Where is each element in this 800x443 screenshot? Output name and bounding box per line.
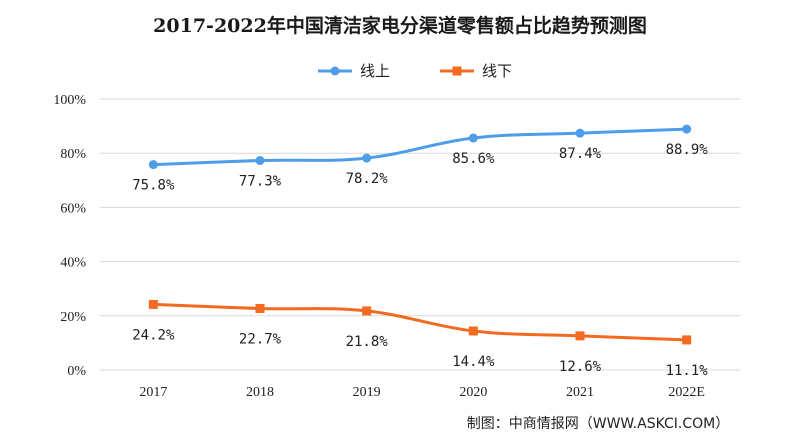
x-tick-label: 2017: [139, 385, 167, 400]
legend: 线上 线下: [318, 62, 512, 80]
data-labels: 75.8% 77.3% 78.2% 85.6% 87.4% 88.9% 24.2% 22.7%…: [132, 142, 708, 379]
x-tick-label: 2020: [459, 385, 487, 400]
series-lines: [148, 124, 692, 345]
data-label: 22.7%: [239, 331, 282, 347]
data-label: 12.6%: [559, 359, 602, 375]
y-tick-label: 40%: [60, 256, 86, 271]
data-point: [468, 326, 478, 336]
data-point: [255, 303, 265, 313]
data-label: 75.8%: [132, 178, 175, 194]
data-point: [575, 331, 585, 341]
grid-lines: [100, 98, 740, 371]
x-tick-label: 2022E: [668, 385, 705, 400]
x-tick-label: 2018: [246, 385, 274, 400]
data-point: [362, 153, 372, 163]
data-label: 21.8%: [346, 334, 389, 350]
y-tick-label: 100%: [53, 93, 86, 108]
data-point: [682, 124, 692, 134]
data-label: 78.2%: [346, 171, 389, 187]
y-axis-ticks: 0% 20% 40% 60% 80% 100%: [53, 93, 86, 379]
legend-label: 线上: [360, 62, 390, 80]
series-line: [153, 302, 687, 342]
y-tick-label: 20%: [60, 310, 86, 325]
data-label: 24.2%: [132, 327, 175, 343]
data-label: 88.9%: [666, 142, 709, 158]
legend-marker: [330, 66, 340, 76]
data-point: [148, 160, 158, 170]
data-point: [575, 128, 585, 138]
x-tick-label: 2019: [353, 385, 381, 400]
data-point: [148, 299, 158, 309]
chart-title: 2017-2022年中国清洁家电分渠道零售额占比趋势预测图: [153, 14, 647, 37]
data-label: 87.4%: [559, 146, 602, 162]
data-point: [682, 335, 692, 345]
y-tick-label: 60%: [60, 201, 86, 216]
data-label: 14.4%: [452, 354, 495, 370]
y-tick-label: 0%: [67, 364, 86, 379]
legend-label: 线下: [482, 62, 512, 80]
data-label: 77.3%: [239, 174, 282, 190]
data-label: 85.6%: [452, 151, 495, 167]
data-label: 11.1%: [666, 363, 709, 379]
x-axis-ticks: 2017 2018 2019 2020 2021 2022E: [139, 385, 705, 400]
series-line: [153, 127, 687, 167]
x-tick-label: 2021: [566, 385, 594, 400]
data-point: [362, 306, 372, 316]
y-tick-label: 80%: [60, 147, 86, 162]
legend-marker: [452, 66, 462, 76]
data-point: [255, 156, 265, 166]
data-point: [468, 133, 478, 143]
source-note: 制图：中商情报网（WWW.ASKCI.COM）: [467, 416, 729, 432]
